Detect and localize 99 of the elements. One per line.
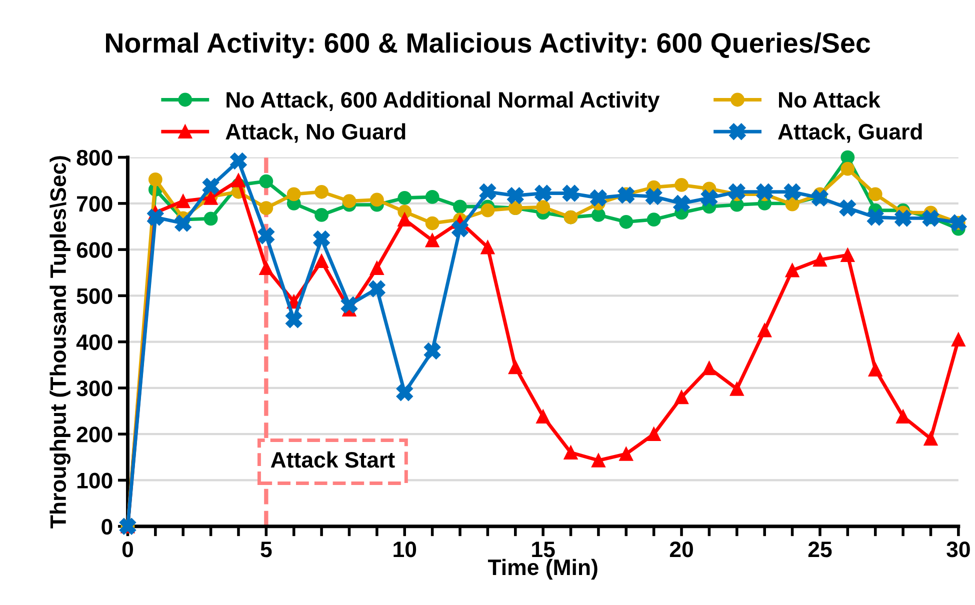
point xyxy=(896,410,910,424)
point xyxy=(646,188,662,205)
y-tick-label: 700 xyxy=(77,196,112,212)
point xyxy=(398,190,412,205)
point xyxy=(592,453,606,468)
legend-label: Attack, Guard xyxy=(778,123,922,143)
point xyxy=(840,162,855,176)
point xyxy=(479,184,496,200)
point xyxy=(702,361,716,376)
legend-label: Attack, No Guard xyxy=(226,123,406,143)
x-axis-title: Time (Min) xyxy=(488,558,598,580)
point xyxy=(313,230,330,248)
point xyxy=(839,200,856,216)
point xyxy=(314,208,328,222)
point xyxy=(784,184,801,200)
point xyxy=(148,172,162,186)
point xyxy=(342,194,356,208)
chart-title: Normal Activity: 600 & Malicious Activity: 600 Queries/Sec xyxy=(106,32,870,58)
point xyxy=(951,332,966,346)
point xyxy=(674,178,688,192)
point xyxy=(314,184,328,199)
x-tick-label: 0 xyxy=(122,542,133,558)
point xyxy=(202,178,220,195)
point xyxy=(646,427,661,442)
point xyxy=(398,212,412,227)
y-tick-label: 600 xyxy=(76,242,112,258)
point xyxy=(674,390,688,404)
point xyxy=(176,194,190,208)
point xyxy=(785,263,800,278)
point xyxy=(259,201,274,215)
point xyxy=(840,150,855,164)
y-tick-label: 200 xyxy=(76,426,112,442)
point xyxy=(894,210,912,227)
y-tick-label: 400 xyxy=(76,334,112,350)
point xyxy=(867,208,884,226)
point xyxy=(314,254,328,268)
x-tick-label: 25 xyxy=(808,542,832,558)
point xyxy=(258,227,275,244)
point xyxy=(536,200,550,214)
x-tick-label: 30 xyxy=(946,542,970,558)
y-tick-label: 100 xyxy=(77,472,112,488)
point xyxy=(453,200,467,214)
point xyxy=(646,212,661,227)
point xyxy=(536,410,550,424)
point xyxy=(259,174,274,188)
point xyxy=(370,261,384,275)
point xyxy=(728,184,746,200)
point xyxy=(396,384,413,401)
point xyxy=(425,233,440,248)
point xyxy=(259,261,274,275)
x-tick-label: 10 xyxy=(394,542,416,558)
point xyxy=(590,190,607,206)
point xyxy=(564,446,578,460)
point xyxy=(480,203,495,218)
ref-line-label: Attack Start xyxy=(270,451,395,468)
point xyxy=(286,311,302,328)
point xyxy=(534,184,552,202)
point xyxy=(730,382,744,396)
x-tick-label: 20 xyxy=(670,542,693,558)
point xyxy=(562,184,580,202)
y-tick-label: 800 xyxy=(76,150,112,166)
point xyxy=(507,187,524,204)
point xyxy=(619,446,634,461)
point xyxy=(924,432,938,446)
x-tick-label: 5 xyxy=(260,542,272,558)
point xyxy=(700,190,718,206)
point xyxy=(868,187,882,202)
legend-label: No Attack xyxy=(779,91,880,108)
y-tick-label: 500 xyxy=(76,288,112,304)
point xyxy=(232,173,246,188)
point xyxy=(619,214,634,229)
point xyxy=(340,296,358,314)
point xyxy=(425,216,440,230)
point xyxy=(286,187,301,202)
point xyxy=(425,190,440,204)
point xyxy=(174,214,192,232)
point xyxy=(370,192,384,207)
point xyxy=(756,184,773,200)
point xyxy=(147,208,164,226)
point xyxy=(204,212,218,226)
y-tick-label: 300 xyxy=(76,380,112,396)
y-tick-label: 0 xyxy=(102,518,112,535)
legend-label: No Attack, 600 Additional Normal Activity xyxy=(226,91,660,112)
y-axis-title: Throughput (Thousand Tuples\Sec) xyxy=(50,156,71,528)
point xyxy=(813,252,827,267)
point xyxy=(452,220,468,238)
point xyxy=(480,240,495,254)
point xyxy=(758,323,772,338)
point xyxy=(424,342,441,360)
point xyxy=(508,360,522,374)
point xyxy=(922,210,940,227)
point xyxy=(230,152,247,170)
point xyxy=(840,248,855,262)
point xyxy=(868,362,882,376)
point xyxy=(368,280,386,298)
point xyxy=(592,208,606,222)
x-tick-label: 15 xyxy=(532,542,555,558)
point xyxy=(812,190,828,206)
point xyxy=(673,195,690,212)
